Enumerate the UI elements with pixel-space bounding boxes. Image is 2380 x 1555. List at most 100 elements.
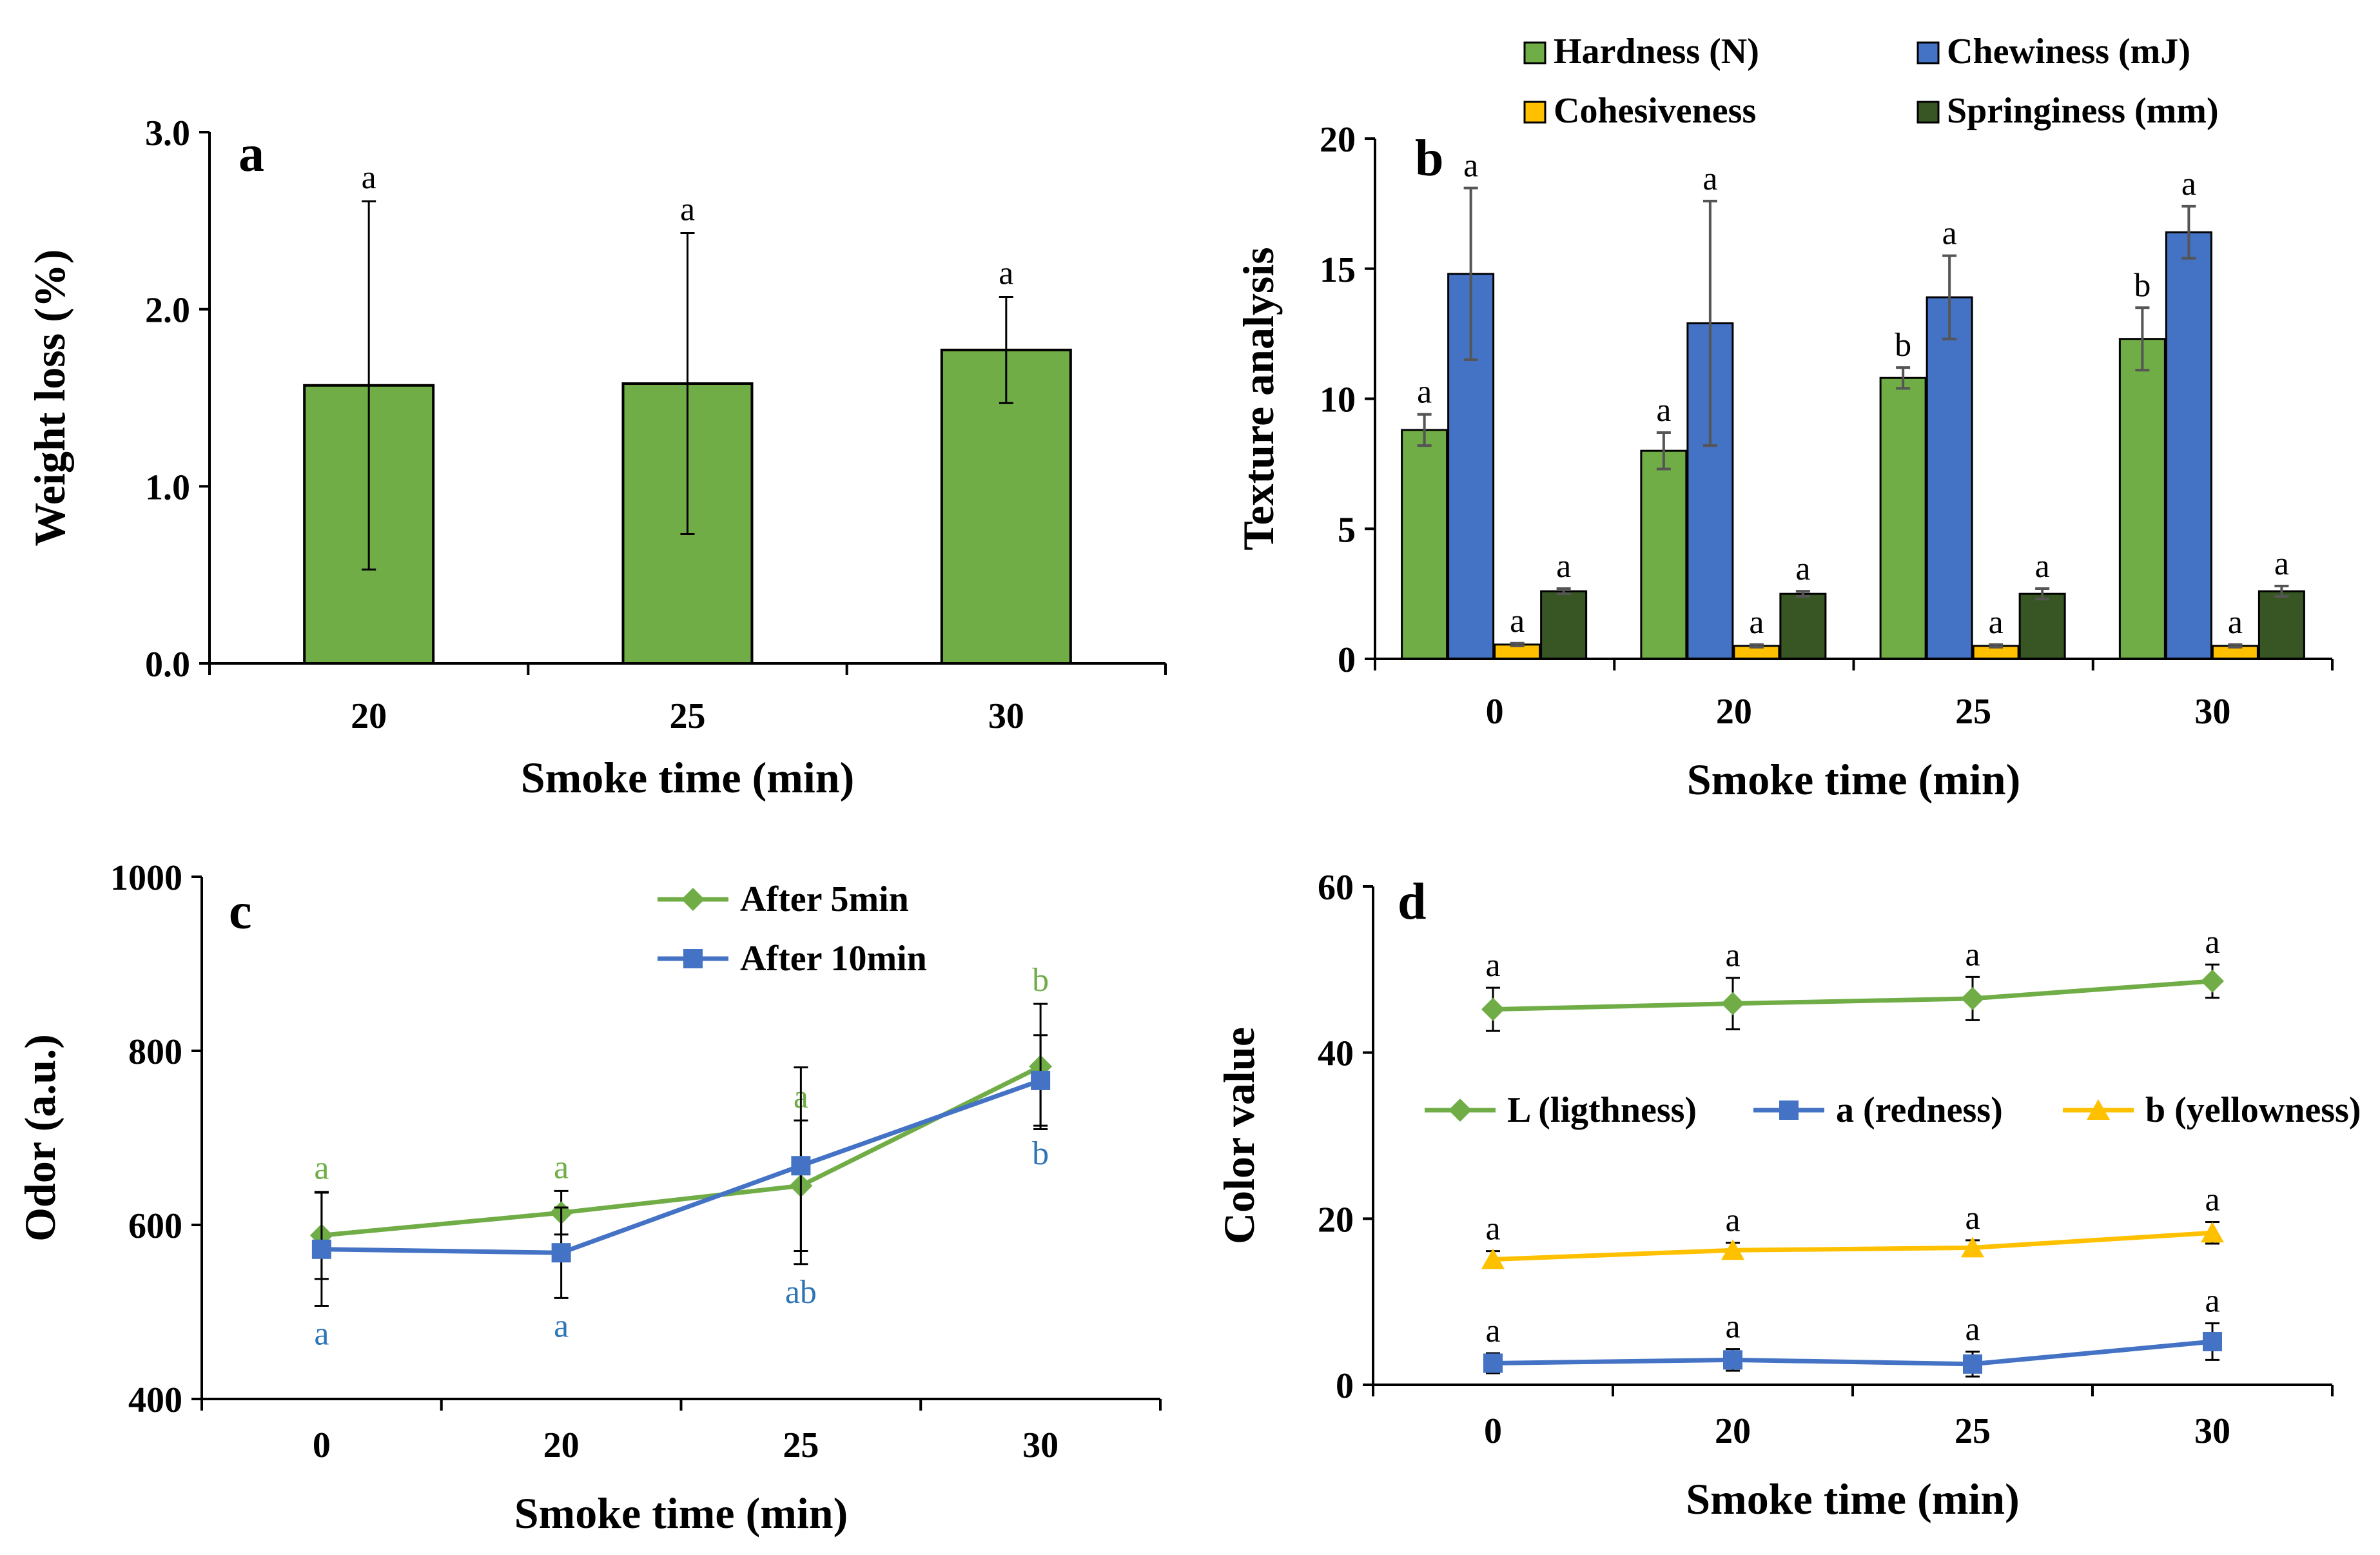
panel-b-significance-label: a [1942,215,1957,252]
panel-b-error-bar [1556,587,1571,596]
panel-b-error-bar [1795,590,1810,598]
panel-d-x-tick-label: 25 [1955,1411,1991,1451]
panel-c-y-axis-title: Odor (a.u.) [15,1034,64,1242]
panel-c-significance-label: b [1032,1135,1049,1172]
panel-c-y-tick-label: 600 [128,1206,182,1246]
panel-b-legend-label: Hardness (N) [1554,32,1759,72]
panel-c-x-tick-label: 30 [1022,1425,1058,1465]
panel-a-x-tick-label: 25 [670,696,706,736]
panel-d-point [1721,992,1744,1015]
panel-d-significance-label: a [1725,937,1740,974]
panel-a-y-tick-label: 0.0 [145,645,190,685]
panel-b-legend-label: Chewiness (mJ) [1947,32,2190,72]
panel-a-error-bar [362,200,376,571]
panel-a-error-bar [680,232,695,535]
panel-c-significance-label: a [314,1150,329,1187]
panel-d-point [1961,1237,1984,1258]
panel-b-significance-label: a [2035,548,2050,585]
panel-d-point [2201,969,2224,993]
panel-d-legend-label: b (yellowness) [2145,1090,2361,1130]
panel-b-error-bar [2274,585,2289,598]
panel-a-x-axis-title: Smoke time (min) [521,753,854,802]
panel-b-bar-hardness-20 [1640,449,1688,660]
panel-b-significance-label: a [2181,166,2196,202]
panel-a-y-axis-title: Weight loss (%) [25,249,74,547]
panel-d-point [1963,1354,1982,1374]
panel-d-point [1721,1239,1744,1260]
panel-c-legend-label: After 10min [740,939,927,979]
panel-b-bar-springiness-30 [2258,590,2305,660]
panel-d-y-axis-title: Color value [1214,1027,1263,1244]
panel-b-bar-springiness-20 [1779,592,1827,660]
panel-a-significance-label: a [999,255,1013,291]
panel-d-significance-label: a [2205,924,2219,961]
panel-b-bar-chewiness-30 [2165,231,2212,660]
panel-b-significance-label: a [1656,392,1671,429]
panel-b-significance-label: a [1702,161,1717,197]
panel-c-legend-marker [681,888,705,911]
panel-b-bar-hardness-25 [1879,377,1927,660]
panel-c-significance-label: a [554,1307,569,1344]
panel-b-bar-chewiness-25 [1926,296,1973,660]
panel-b-y-tick-label: 10 [1320,380,1356,420]
panel-c-line-after-10min [321,1078,1042,1255]
panel-b-bar-springiness-25 [2018,592,2066,660]
panel-b-significance-label: a [1749,604,1764,641]
panel-d-point [1481,997,1505,1021]
panel-b-significance-label: a [1989,604,2004,641]
panel-d-point [2203,1332,2222,1352]
panel-c-x-tick-label: 20 [543,1425,580,1465]
panel-c-letter: c [229,883,252,940]
panel-d-significance-label: a [1485,1211,1500,1247]
panel-b-error-bar [1656,431,1671,471]
panel-b-bar-hardness-0 [1401,429,1448,660]
panel-c-point [311,1239,331,1259]
panel-d-significance-label: a [1725,1202,1740,1239]
panel-d-point [1961,986,1984,1010]
panel-d-significance-label: a [1965,1200,1980,1237]
panel-c-point [551,1243,571,1263]
panel-d-line-lightness [1492,979,2213,1012]
panel-d-x-tick-label: 20 [1715,1411,1751,1451]
panel-b-y-tick-label: 0 [1338,640,1356,680]
panel-d-point [1723,1350,1742,1370]
panel-a-y-tick-label: 2.0 [145,291,190,331]
panel-d-legend-marker [1448,1099,1472,1122]
panel-c-significance-label: a [554,1149,569,1186]
panel-b-significance-label: b [2134,267,2151,304]
panel-b-error-bar [2035,587,2050,601]
panel-b-significance-label: a [2228,604,2243,641]
panel-b-x-axis-title: Smoke time (min) [1687,755,2020,804]
panel-d-significance-label: a [1965,936,1980,973]
panel-d-legend-label: L (ligthness) [1507,1090,1697,1130]
panel-c-y-tick-label: 1000 [110,858,182,898]
panel-b-error-bar [1702,199,1717,447]
panel-d-x-tick-label: 0 [1484,1411,1502,1451]
panel-c-point [791,1156,811,1176]
panel-b-bar-springiness-0 [1540,590,1588,660]
panel-b-significance-label: a [1463,148,1478,184]
panel-d-y-tick-label: 40 [1318,1034,1354,1074]
panel-b-legend-label: Cohesiveness [1554,91,1756,131]
panel-d-y-tick-label: 0 [1336,1366,1354,1406]
panel-b-error-bar [1463,186,1478,361]
panel-b-significance-label: a [2274,545,2289,582]
panel-b-y-tick-label: 5 [1338,510,1356,550]
panel-a-significance-label: a [680,191,695,228]
panel-a-error-bar [999,295,1013,404]
panel-b-x-tick-label: 30 [2194,692,2230,732]
panel-b-error-bar [1510,641,1525,647]
panel-c-significance-label: a [314,1316,329,1353]
panel-d-line-yellowness [1492,1230,2213,1262]
panel-c-x-axis-title: Smoke time (min) [514,1489,848,1538]
panel-b-x-tick-label: 0 [1486,692,1504,732]
panel-d-legend-marker [2087,1099,2110,1120]
panel-b-significance-label: a [1417,374,1432,411]
panel-b-y-tick-label: 15 [1320,250,1356,290]
panel-d-y-tick-label: 60 [1318,868,1354,908]
panel-d-significance-label: a [1965,1311,1980,1347]
panel-d-significance-label: a [1485,1313,1500,1349]
panel-c-legend-marker [683,949,703,968]
panel-a-y-tick-label: 1.0 [145,467,190,507]
